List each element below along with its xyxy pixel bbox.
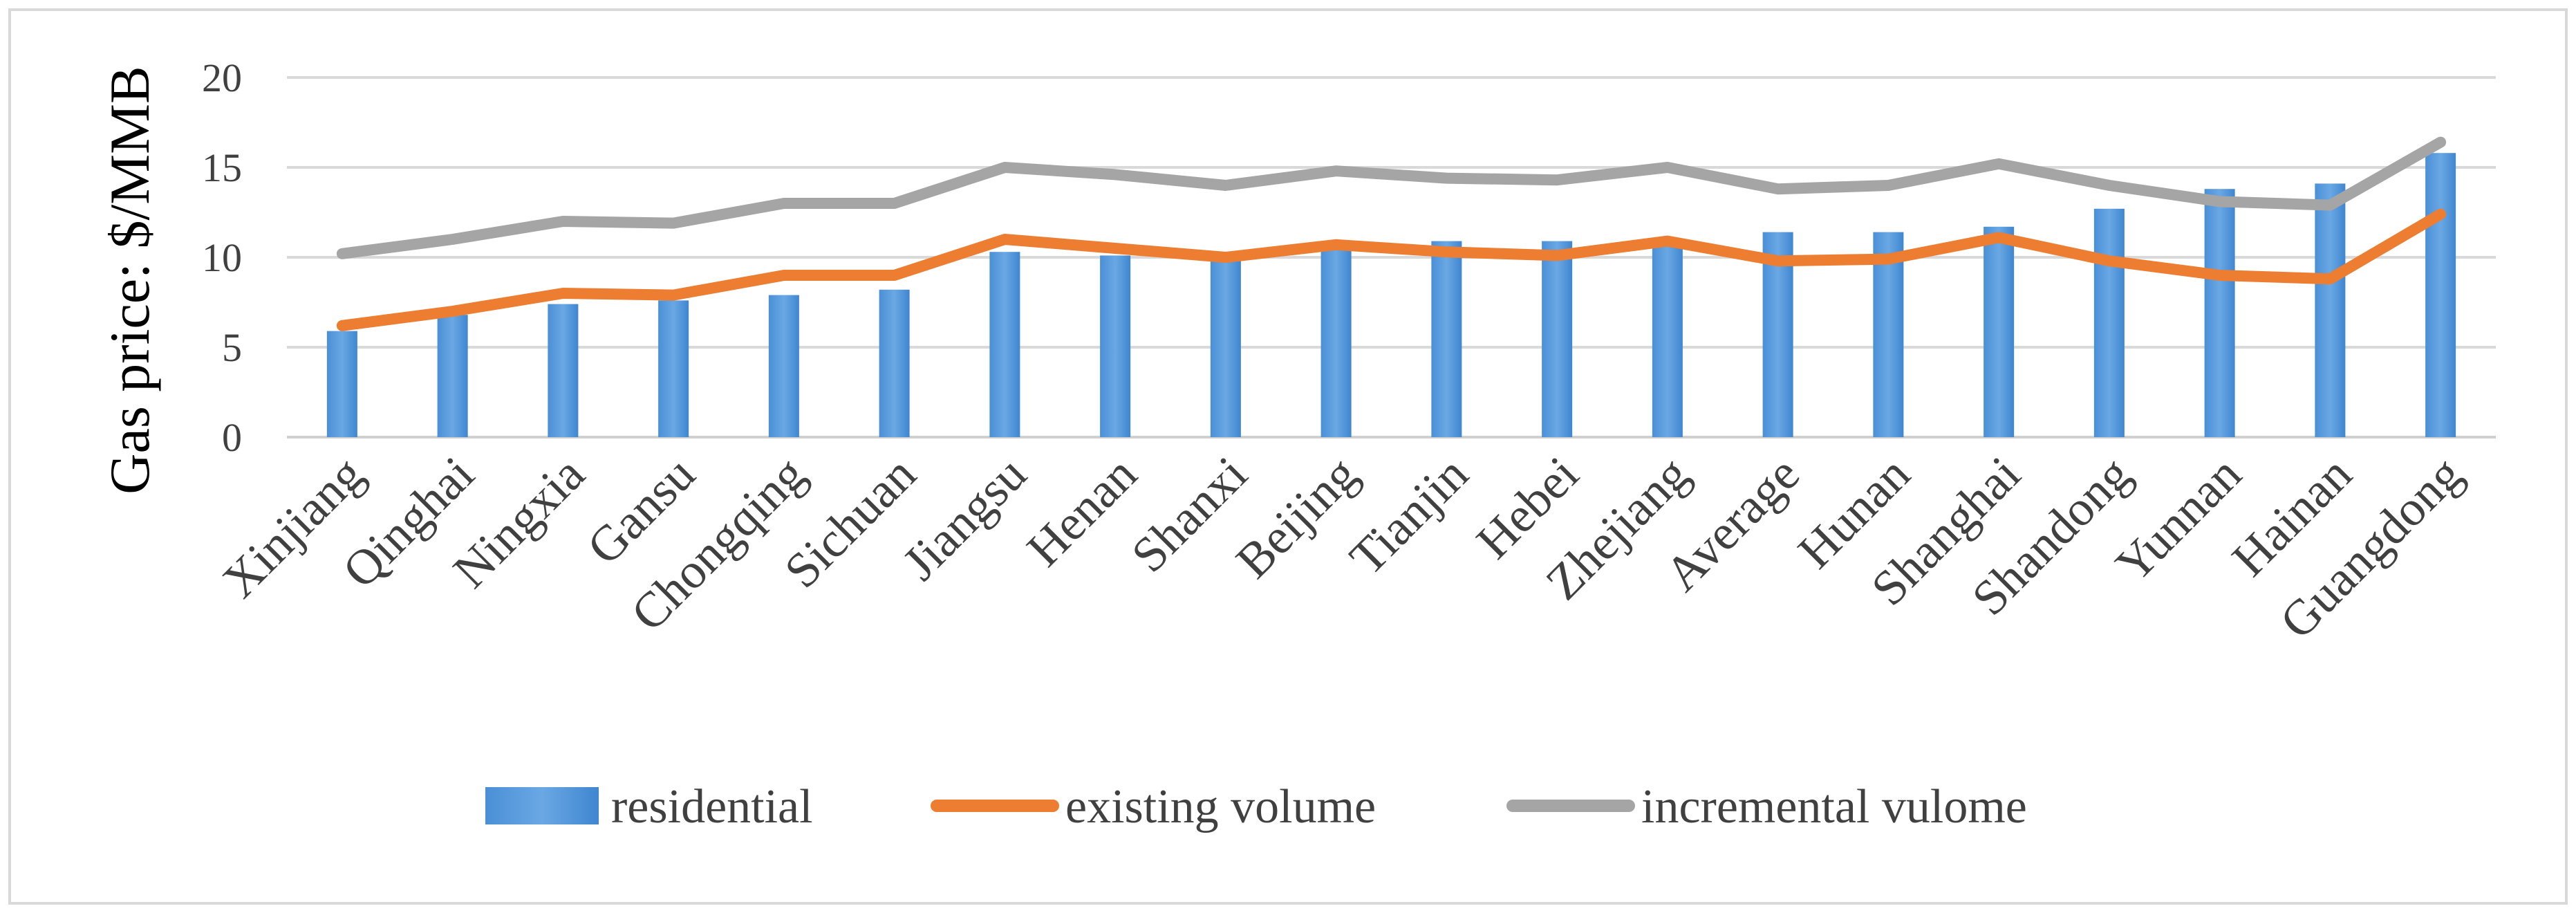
bar-residential-jiangsu: [989, 252, 1020, 437]
y-tick-label: 15: [202, 145, 242, 190]
bar-residential-shandong: [2093, 208, 2125, 437]
bar-residential-yunnan: [2204, 189, 2235, 437]
bar-residential-hunan: [1873, 232, 1904, 437]
line-existing-volume: [336, 208, 2447, 331]
line-series: [336, 136, 2447, 331]
y-tick-label: 10: [202, 235, 242, 280]
line-incremental-vulome: [336, 136, 2447, 259]
legend-label-residential: residential: [611, 780, 813, 833]
bar-residential-henan: [1100, 255, 1131, 437]
bar-residential-tianjin: [1431, 241, 1462, 437]
bar-residential-shanghai: [1984, 226, 2015, 437]
bar-residential-beijing: [1320, 248, 1352, 437]
legend-label-existing-volume: existing volume: [1065, 780, 1376, 833]
legend-swatch-residential: [485, 787, 599, 824]
bar-residential-gansu: [658, 300, 689, 437]
y-axis-label: Gas price: $/MMB: [98, 66, 161, 494]
bar-residential-sichuan: [879, 289, 910, 437]
bar-residential-qinghai: [437, 315, 468, 437]
bar-series: [326, 153, 2456, 437]
bar-residential-guangdong: [2425, 153, 2456, 437]
legend-label-incremental-vulome: incremental vulome: [1641, 780, 2027, 833]
bar-residential-xinjiang: [326, 331, 357, 437]
bar-residential-hainan: [2315, 183, 2346, 437]
legend: residential existing volume incremental vu…: [485, 780, 2027, 833]
bar-residential-shanxi: [1210, 261, 1241, 437]
bar-residential-chongqing: [768, 295, 799, 437]
bar-residential-zhejiang: [1652, 246, 1683, 437]
y-tick-label: 20: [202, 55, 242, 100]
bar-residential-hebei: [1542, 241, 1573, 437]
gridlines: [287, 76, 2496, 439]
y-tick-label: 0: [222, 415, 242, 460]
bar-residential-ningxia: [548, 304, 579, 437]
chart-border: [8, 8, 2568, 905]
y-tick-label: 5: [222, 325, 242, 370]
